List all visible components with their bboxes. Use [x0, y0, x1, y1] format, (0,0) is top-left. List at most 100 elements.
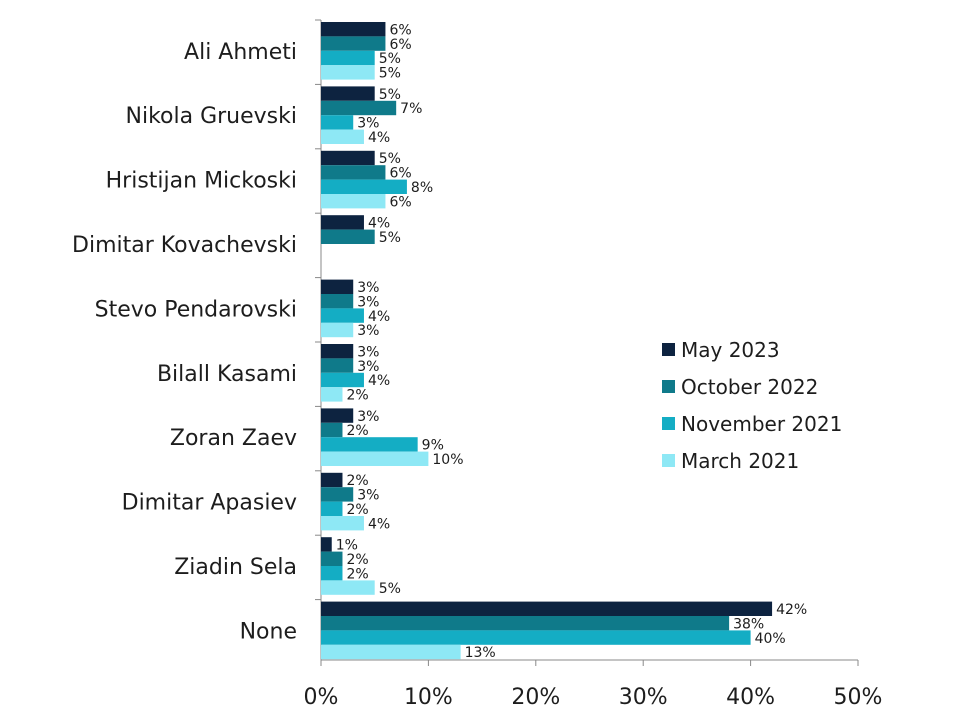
bar	[321, 422, 343, 438]
data-label: 6%	[389, 22, 411, 38]
data-label: 2%	[346, 502, 368, 518]
category-label: Hristijan Mickoski	[106, 169, 297, 194]
category-label: Zoran Zaev	[170, 426, 297, 451]
bar	[321, 358, 354, 373]
bar	[321, 408, 354, 423]
bar	[321, 487, 354, 502]
legend-label: October 2022	[681, 375, 818, 399]
data-label: 10%	[432, 452, 463, 468]
bar	[321, 65, 375, 80]
bar	[321, 551, 343, 566]
legend-swatch	[662, 380, 675, 393]
data-label: 2%	[346, 388, 368, 404]
bar	[321, 387, 343, 402]
data-label: 9%	[422, 438, 444, 454]
data-label: 3%	[357, 323, 379, 339]
bar	[321, 86, 375, 101]
x-tick-label: 10%	[404, 685, 453, 710]
data-label: 5%	[379, 51, 401, 67]
data-label: 8%	[411, 180, 433, 196]
bar	[321, 566, 343, 581]
bar	[321, 50, 375, 66]
bar	[321, 165, 386, 180]
data-label: 2%	[346, 552, 368, 568]
legend-swatch	[662, 343, 675, 356]
data-label: 3%	[357, 409, 379, 425]
bar	[321, 279, 354, 294]
bar	[321, 150, 375, 166]
data-label: 5%	[379, 151, 401, 167]
data-label: 4%	[368, 216, 390, 232]
bar	[321, 516, 364, 531]
category-label: Bilall Kasami	[157, 362, 297, 387]
bar	[321, 322, 354, 338]
legend-label: March 2021	[681, 449, 799, 473]
data-label: 3%	[357, 280, 379, 296]
data-label: 6%	[389, 194, 411, 210]
x-tick-label: 0%	[304, 685, 339, 710]
bar	[321, 644, 461, 660]
bar	[321, 129, 364, 144]
bar	[321, 308, 364, 323]
category-label: Dimitar Apasiev	[122, 491, 297, 516]
legend-swatch	[662, 417, 675, 430]
data-label: 3%	[357, 116, 379, 132]
legend-swatch	[662, 454, 675, 467]
data-label: 3%	[357, 344, 379, 360]
category-label: Ali Ahmeti	[184, 40, 297, 65]
bar	[321, 451, 429, 466]
data-label: 4%	[368, 130, 390, 146]
category-label: Stevo Pendarovski	[95, 297, 297, 322]
data-label: 5%	[379, 581, 401, 597]
x-tick-label: 30%	[619, 685, 668, 710]
bar	[321, 372, 364, 388]
bar	[321, 501, 343, 516]
data-label: 3%	[357, 294, 379, 310]
data-label: 4%	[368, 309, 390, 325]
data-label: 1%	[336, 538, 358, 554]
bar	[321, 115, 354, 130]
bar	[321, 580, 375, 595]
data-label: 6%	[389, 166, 411, 182]
bar	[321, 472, 343, 488]
bar	[321, 179, 407, 194]
x-tick-label: 20%	[511, 685, 560, 710]
legend-label: May 2023	[681, 338, 780, 362]
bar	[321, 36, 386, 51]
data-label: 4%	[368, 373, 390, 389]
data-label: 2%	[346, 423, 368, 439]
bar	[321, 294, 354, 309]
bar	[321, 630, 751, 645]
x-tick-label: 50%	[834, 685, 883, 710]
data-label: 2%	[346, 566, 368, 582]
data-label: 5%	[379, 230, 401, 246]
bar	[321, 437, 418, 452]
data-label: 5%	[379, 66, 401, 82]
bar	[321, 616, 730, 631]
data-label: 5%	[379, 87, 401, 103]
data-label: 38%	[733, 616, 764, 632]
data-label: 7%	[400, 101, 422, 117]
category-label: Dimitar Kovachevski	[72, 233, 297, 258]
data-label: 3%	[357, 488, 379, 504]
data-label: 4%	[368, 516, 390, 532]
bar	[321, 100, 397, 116]
bar	[321, 229, 375, 244]
data-label: 42%	[776, 602, 807, 618]
bar	[321, 537, 332, 552]
data-label: 3%	[357, 359, 379, 375]
bar	[321, 344, 354, 359]
category-label: Nikola Gruevski	[126, 104, 297, 129]
category-label: None	[240, 619, 297, 644]
data-label: 6%	[389, 37, 411, 53]
category-label: Ziadin Sela	[174, 555, 297, 580]
bar	[321, 601, 773, 616]
legend-label: November 2021	[681, 412, 842, 436]
x-tick-label: 40%	[726, 685, 775, 710]
data-label: 13%	[465, 645, 496, 661]
bar	[321, 215, 364, 230]
data-label: 40%	[755, 631, 786, 647]
data-label: 2%	[346, 473, 368, 489]
bar	[321, 22, 386, 37]
